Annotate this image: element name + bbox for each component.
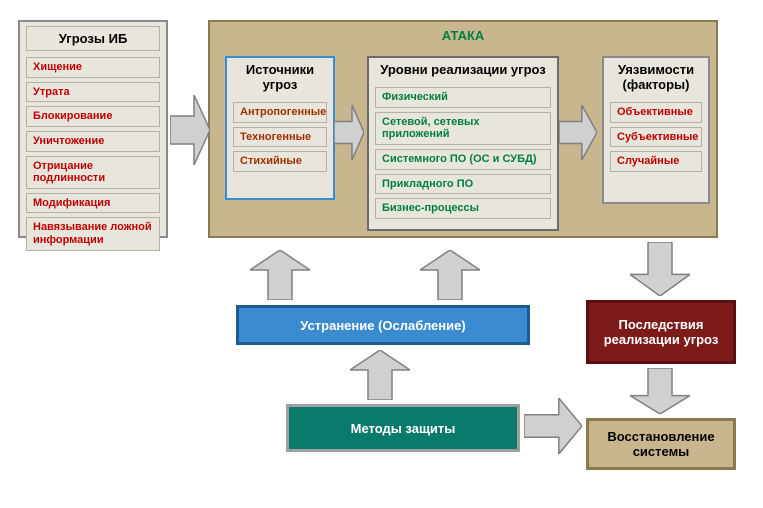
arrow-attack-up-left — [250, 250, 310, 300]
attack-title: АТАКА — [210, 28, 716, 43]
sources-item: Стихийные — [233, 151, 327, 172]
threats-item: Хищение — [26, 57, 160, 78]
levels-panel: Уровни реализации угроз Физический Сетево… — [367, 56, 559, 231]
threats-item: Модификация — [26, 193, 160, 214]
threats-item: Уничтожение — [26, 131, 160, 152]
arrow-threats-to-attack — [170, 95, 210, 165]
levels-item: Системного ПО (ОС и СУБД) — [375, 149, 551, 170]
arrow-attack-up-right — [420, 250, 480, 300]
vuln-title: Уязвимости (факторы) — [604, 58, 708, 98]
vuln-item: Объективные — [610, 102, 702, 123]
sources-item: Антропогенные — [233, 102, 327, 123]
consequences-block: Последствия реализации угроз — [586, 300, 736, 364]
sources-item: Техногенные — [233, 127, 327, 148]
threats-item: Отрицание подлинности — [26, 156, 160, 189]
arrow-levels-to-vuln-inner — [559, 105, 597, 160]
arrow-sources-to-levels-inner — [334, 105, 364, 160]
arrow-vuln-to-consequences — [630, 242, 690, 296]
methods-label: Методы защиты — [351, 421, 456, 436]
arrow-methods-to-restore — [524, 398, 582, 454]
threats-item: Навязывание ложной информации — [26, 217, 160, 250]
vuln-item: Случайные — [610, 151, 702, 172]
levels-item: Физический — [375, 87, 551, 108]
vuln-item: Субъективные — [610, 127, 702, 148]
levels-item: Сетевой, сетевых приложений — [375, 112, 551, 145]
sources-panel: Источники угроз Антропогенные Техногенные… — [225, 56, 335, 200]
threats-title: Угрозы ИБ — [26, 26, 160, 51]
methods-block: Методы защиты — [286, 404, 520, 452]
threats-item: Блокирование — [26, 106, 160, 127]
attack-container: АТАКА Источники угроз Антропогенные Техно… — [208, 20, 718, 238]
consequences-label: Последствия реализации угроз — [597, 317, 725, 347]
threats-item: Утрата — [26, 82, 160, 103]
levels-title: Уровни реализации угроз — [369, 58, 557, 83]
vuln-panel: Уязвимости (факторы) Объективные Субъекти… — [602, 56, 710, 204]
restore-label: Восстановление системы — [597, 429, 725, 459]
mitigation-block: Устранение (Ослабление) — [236, 305, 530, 345]
arrow-methods-to-mitigation — [350, 350, 410, 400]
restore-block: Восстановление системы — [586, 418, 736, 470]
levels-item: Прикладного ПО — [375, 174, 551, 195]
arrow-consequences-to-restore — [630, 368, 690, 414]
threats-panel: Угрозы ИБ Хищение Утрата Блокирование Уничт… — [18, 20, 168, 238]
levels-item: Бизнес-процессы — [375, 198, 551, 219]
mitigation-label: Устранение (Ослабление) — [300, 318, 465, 333]
sources-title: Источники угроз — [227, 58, 333, 98]
